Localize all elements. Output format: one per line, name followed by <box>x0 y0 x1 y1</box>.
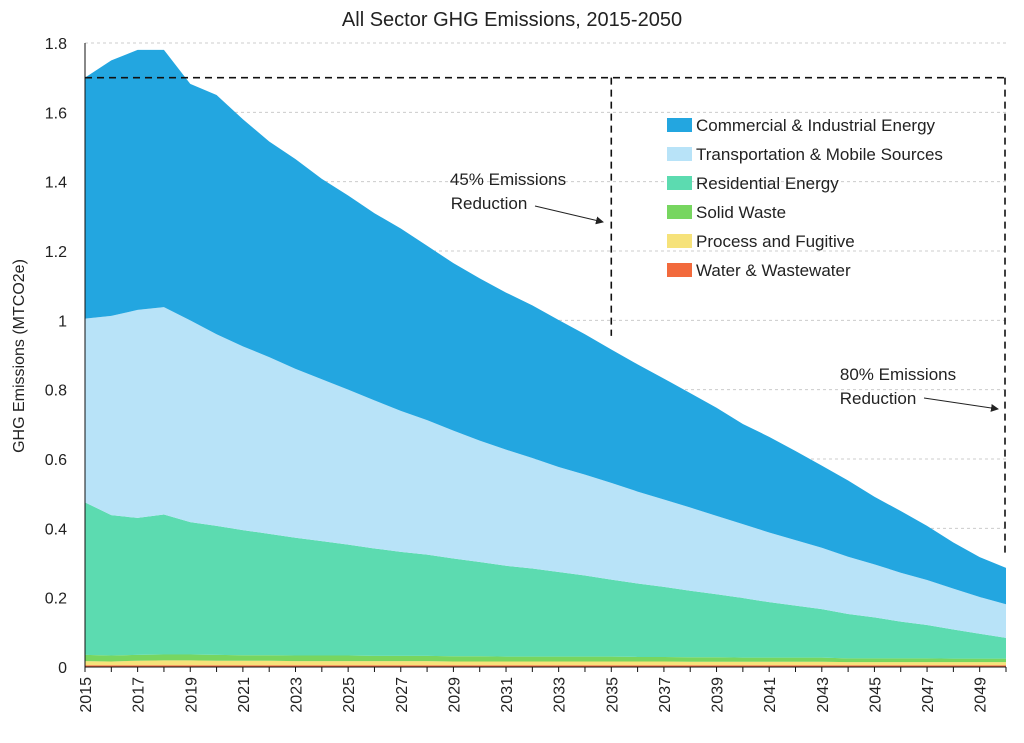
x-tick-label: 2027 <box>394 677 411 713</box>
x-tick-label: 2035 <box>604 677 621 713</box>
y-tick-label: 1.6 <box>45 105 67 122</box>
x-tick-label: 2017 <box>131 677 148 713</box>
legend-swatch <box>667 263 692 277</box>
y-tick-label: 0.4 <box>45 521 67 538</box>
x-tick-label: 2025 <box>341 677 358 713</box>
legend-label: Residential Energy <box>696 174 839 193</box>
x-tick-label: 2049 <box>973 677 990 713</box>
chart-title: All Sector GHG Emissions, 2015-2050 <box>342 9 682 31</box>
area-transportation-mobile-sources <box>85 307 1006 638</box>
area-residential-energy <box>85 502 1006 659</box>
x-tick-label: 2029 <box>446 677 463 713</box>
y-tick-label: 0.8 <box>45 383 67 400</box>
x-tick-label: 2019 <box>183 677 200 713</box>
annotation-45-line1: 45% Emissions <box>450 170 566 189</box>
y-tick-label: 1.2 <box>45 244 67 261</box>
x-tick-label: 2033 <box>552 677 569 713</box>
y-tick-label: 0.2 <box>45 591 67 608</box>
annotation-80-line2: Reduction <box>840 389 917 408</box>
x-tick-label: 2037 <box>657 677 674 713</box>
annotation-45-arrow <box>534 205 604 225</box>
legend-label: Solid Waste <box>696 203 786 222</box>
x-tick-label: 2039 <box>710 677 727 713</box>
area-solid-waste <box>85 654 1006 663</box>
legend-label: Transportation & Mobile Sources <box>696 145 943 164</box>
x-tick-label: 2041 <box>762 677 779 713</box>
legend: Commercial & Industrial Energy Transporta… <box>667 116 943 280</box>
annotation-80-line1: 80% Emissions <box>840 365 956 384</box>
legend-swatch <box>667 118 692 132</box>
reduction-boxes <box>85 76 1006 553</box>
x-tick-label: 2043 <box>815 677 832 713</box>
x-tick-label: 2045 <box>867 677 884 713</box>
x-tick-label: 2023 <box>289 677 306 713</box>
x-tick-label: 2015 <box>78 677 95 713</box>
x-tick-label: 2021 <box>236 677 253 713</box>
legend-swatch <box>667 147 692 161</box>
annotation-80-arrow <box>923 397 999 412</box>
stacked-areas <box>85 49 1006 667</box>
x-tick-label: 2031 <box>499 677 516 713</box>
legend-swatch <box>667 205 692 219</box>
legend-swatch <box>667 234 692 248</box>
area-commercial-industrial-energy <box>85 49 1006 605</box>
annotation-45-line2: Reduction <box>451 194 528 213</box>
y-tick-label: 1 <box>58 313 67 330</box>
y-tick-label: 1.4 <box>45 175 67 192</box>
legend-swatch <box>667 176 692 190</box>
legend-label: Commercial & Industrial Energy <box>696 116 936 135</box>
y-tick-label: 1.8 <box>45 36 67 53</box>
y-axis-label: GHG Emissions (MTCO2e) <box>11 259 28 453</box>
y-tick-label: 0.6 <box>45 452 67 469</box>
x-tick-label: 2047 <box>920 677 937 713</box>
axes: 0 0.2 0.4 0.6 0.8 1 1.2 1.4 1.6 1.8 2015 2017 2019 20… <box>45 36 1007 713</box>
area-process-and-fugitive <box>85 660 1006 666</box>
annotations: 45% Emissions Reduction 80% Emissions Reduc… <box>450 170 999 412</box>
y-tick-label: 0 <box>58 660 67 677</box>
legend-label: Process and Fugitive <box>696 232 855 251</box>
legend-label: Water & Wastewater <box>696 261 851 280</box>
